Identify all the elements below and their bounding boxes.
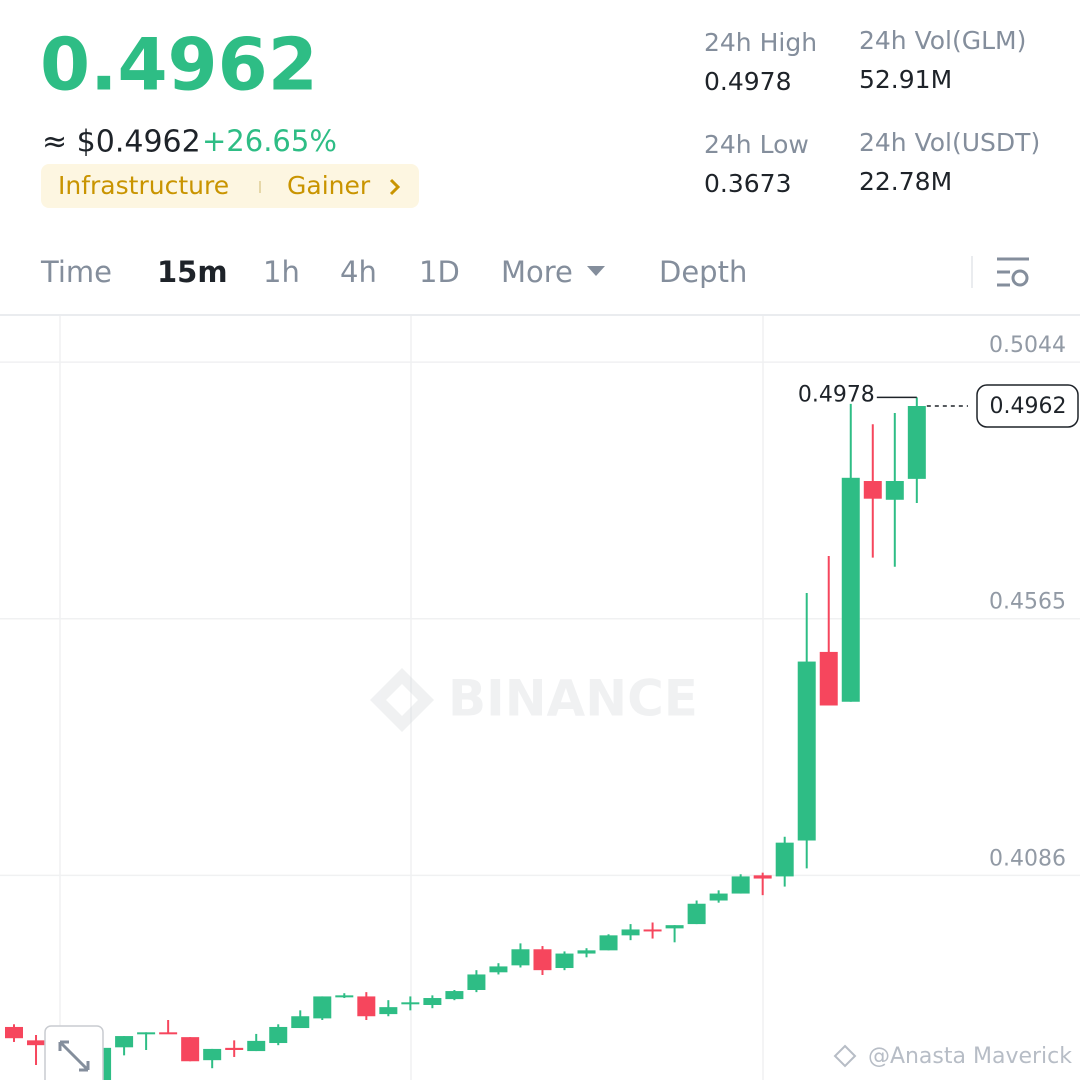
expand-icon — [58, 1040, 90, 1072]
candle-body — [467, 974, 486, 990]
candle-body — [841, 477, 860, 702]
last-price-box — [976, 384, 1079, 428]
stat-value: 0.3673 — [704, 169, 791, 198]
stat-label: 24h High — [704, 28, 817, 57]
candle-body — [379, 1007, 398, 1015]
candle-body — [401, 1002, 420, 1005]
candle-body — [797, 661, 816, 841]
candle-body — [291, 1016, 310, 1029]
tab[interactable]: Time — [40, 255, 112, 289]
candle-body — [665, 925, 684, 929]
candle-body — [511, 949, 530, 966]
stat-label: 24h Low — [704, 130, 809, 159]
tab[interactable]: 4h — [340, 255, 377, 289]
candle-body — [203, 1048, 222, 1061]
credit: @Anasta Maverick — [868, 1044, 1072, 1069]
change: +26.65% — [202, 124, 337, 158]
stat-value: 22.78M — [859, 167, 952, 196]
y-tick-label: 0.5044 — [989, 333, 1066, 358]
candle-body — [687, 903, 706, 925]
candle-body — [269, 1026, 288, 1044]
separator — [259, 181, 261, 193]
y-tick-label: 0.4086 — [989, 846, 1066, 871]
candle-body — [731, 876, 750, 894]
watermark-logo — [370, 668, 434, 732]
tab[interactable]: Depth — [659, 255, 747, 289]
dropdown-arrow — [587, 266, 605, 276]
stat-label: 24h Vol(GLM) — [859, 26, 1026, 55]
candle-body — [225, 1047, 244, 1050]
candle-body — [577, 950, 596, 954]
tag[interactable]: Infrastructure — [58, 171, 229, 200]
expand-button[interactable] — [44, 1025, 104, 1084]
stat-value: 0.4978 — [704, 67, 791, 96]
candle-body — [115, 1036, 134, 1048]
candle-body — [335, 995, 354, 998]
candle-body — [753, 875, 772, 879]
expand-box — [44, 1025, 104, 1084]
credit-icon — [833, 1044, 857, 1068]
candle-body — [555, 953, 574, 969]
candle-body — [247, 1040, 266, 1052]
candle-body — [313, 996, 332, 1019]
tab[interactable]: More — [501, 255, 573, 289]
candle-body — [357, 996, 376, 1017]
candle-body — [489, 966, 508, 973]
chevron — [389, 178, 401, 196]
settings-icon[interactable] — [997, 257, 1029, 287]
candle-body — [445, 991, 464, 1000]
candle-body — [5, 1026, 23, 1039]
candle-body — [819, 651, 838, 706]
tab[interactable]: 1h — [263, 255, 300, 289]
last-price-label: 0.4962 — [990, 394, 1067, 419]
candle-body — [181, 1037, 200, 1062]
watermark-group: BINANCE — [370, 668, 698, 732]
tag-pill[interactable] — [41, 164, 419, 208]
chart: 0.4086 0.4565 0.5044 BINANCE 0.4978 0.4962 @An… — [0, 316, 1080, 1084]
candle-body — [423, 998, 442, 1005]
price: 0.4962 — [40, 23, 318, 107]
y-tick-label: 0.4565 — [989, 590, 1066, 615]
tab-active[interactable]: 15m — [157, 255, 228, 289]
candle-body — [533, 949, 552, 971]
candle-body — [621, 929, 640, 936]
candle-body — [863, 481, 882, 499]
candle-body — [775, 842, 794, 877]
candle-body — [907, 406, 926, 479]
stat-label: 24h Vol(USDT) — [859, 128, 1040, 157]
stat-value: 52.91M — [859, 65, 952, 94]
candle-body — [159, 1032, 178, 1035]
candle-body — [709, 893, 728, 901]
candle-body — [137, 1032, 156, 1035]
candle-body — [885, 481, 904, 500]
candle-body — [643, 929, 662, 932]
tag[interactable]: Gainer — [287, 171, 371, 200]
fiat-price: ≈ $0.4962 — [42, 125, 201, 160]
divider — [971, 256, 973, 288]
candle-body — [27, 1040, 46, 1046]
high-label: 0.4978 — [798, 382, 875, 407]
tab[interactable]: 1D — [419, 255, 460, 289]
watermark: BINANCE — [448, 670, 698, 728]
candle-body — [599, 935, 618, 951]
